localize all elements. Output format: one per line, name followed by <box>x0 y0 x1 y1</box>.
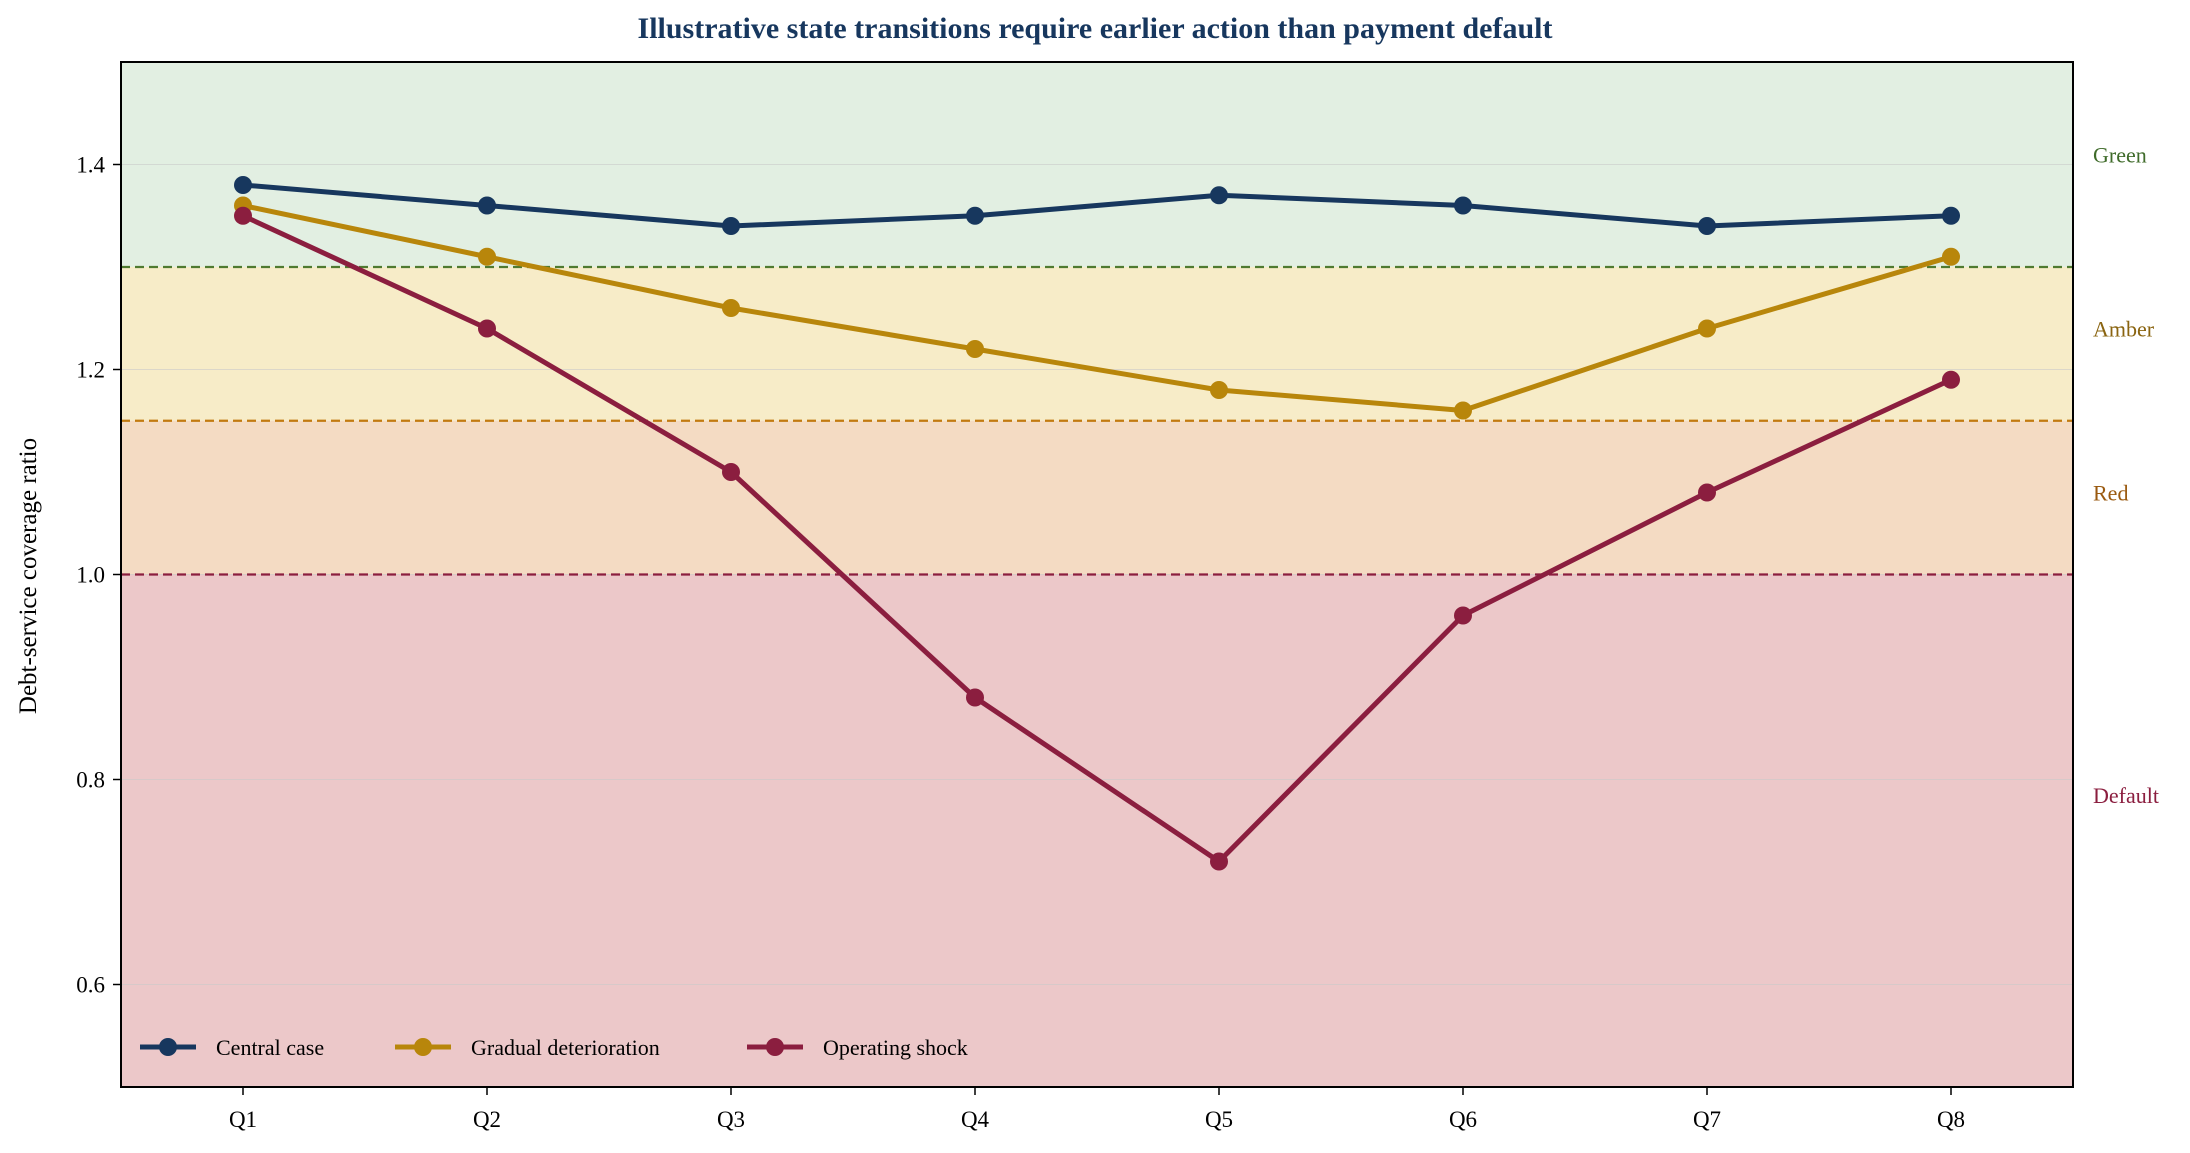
zone-label-green: Green <box>2093 142 2147 167</box>
x-tick-label: Q8 <box>1937 1107 1965 1132</box>
data-point <box>1210 852 1228 871</box>
series-central-case <box>234 176 1960 235</box>
y-tick-label: 0.8 <box>76 768 105 793</box>
zone-label-default: Default <box>2093 783 2159 808</box>
legend: Central case Gradual deterioration Operati… <box>140 1035 968 1060</box>
x-tick-label: Q6 <box>1449 1107 1477 1132</box>
data-point <box>722 463 740 481</box>
data-point <box>722 299 740 317</box>
zone-band-red <box>121 420 2073 575</box>
legend-swatch-marker <box>414 1038 432 1056</box>
legend-label: Operating shock <box>823 1035 968 1060</box>
data-point <box>1454 606 1472 625</box>
legend-label: Central case <box>216 1035 324 1060</box>
series-line <box>242 182 1952 229</box>
data-point <box>1942 247 1960 266</box>
data-point <box>478 247 496 266</box>
data-point <box>1698 483 1716 502</box>
legend-swatch-marker <box>159 1038 177 1056</box>
y-axis: 0.6 0.8 1.0 1.2 1.4 <box>76 153 121 998</box>
y-tick-label: 0.6 <box>76 973 105 998</box>
data-point <box>478 319 496 338</box>
x-tick-label: Q3 <box>717 1107 745 1132</box>
y-axis-label: Debt-service coverage ratio <box>15 438 42 714</box>
data-point <box>966 206 984 225</box>
x-tick-label: Q2 <box>473 1107 501 1132</box>
data-point <box>966 340 984 358</box>
data-point <box>478 196 496 215</box>
legend-item: Central case <box>140 1035 324 1060</box>
data-point <box>1698 319 1716 338</box>
zone-labels: Green Amber Red Default <box>2093 142 2159 808</box>
legend-item: Operating shock <box>747 1035 968 1060</box>
data-point <box>966 688 984 707</box>
threshold-lines <box>121 265 2073 576</box>
zone-band-default <box>121 574 2073 1087</box>
y-tick-label: 1.0 <box>76 563 105 588</box>
data-point <box>722 217 740 235</box>
data-point <box>1942 206 1960 225</box>
data-point <box>1942 370 1960 389</box>
chart-title: Illustrative state transitions require e… <box>637 12 1553 45</box>
x-tick-label: Q7 <box>1693 1107 1721 1132</box>
data-point <box>234 206 252 225</box>
zone-label-amber: Amber <box>2093 317 2155 342</box>
x-tick-label: Q4 <box>961 1107 990 1132</box>
series-line <box>241 213 1953 864</box>
data-point <box>1454 401 1472 420</box>
x-tick-label: Q5 <box>1205 1107 1233 1132</box>
zone-label-red: Red <box>2093 481 2128 506</box>
zone-band-amber <box>121 267 2073 421</box>
data-point <box>1698 217 1716 235</box>
data-point <box>1210 381 1228 399</box>
x-tick-label: Q1 <box>229 1107 257 1132</box>
x-axis: Q1 Q2 Q3 Q4 Q5 Q6 Q7 Q8 <box>229 1087 1965 1132</box>
data-point <box>1454 196 1472 215</box>
series-lines <box>234 176 1960 871</box>
y-tick-label: 1.4 <box>76 153 105 178</box>
series-line <box>242 203 1952 413</box>
data-point <box>234 176 252 194</box>
legend-swatch-marker <box>766 1038 784 1056</box>
y-tick-label: 1.2 <box>76 358 105 383</box>
data-point <box>1210 186 1228 205</box>
series-operating-shock <box>234 206 1960 871</box>
legend-label: Gradual deterioration <box>471 1035 660 1060</box>
legend-item: Gradual deterioration <box>395 1035 660 1060</box>
